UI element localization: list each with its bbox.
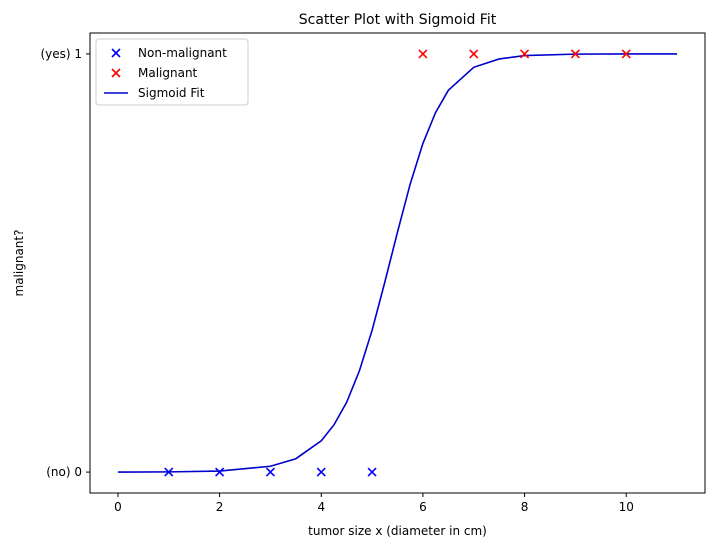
sigmoid-fit-line (117, 53, 678, 473)
x-tick-label-4: 8 (521, 500, 529, 514)
non-malignant-point-3 (316, 467, 326, 477)
x-tick-label-3: 6 (419, 500, 427, 514)
legend: Non-malignant Malignant Sigmoid Fit (95, 38, 249, 106)
legend-marker-non-malignant (111, 48, 121, 58)
non-malignant-point-1 (215, 467, 225, 477)
y-axis-label: malignant? (12, 230, 26, 297)
legend-label-sigmoid-fit: Sigmoid Fit (138, 86, 205, 100)
non-malignant-point-2 (265, 467, 275, 477)
non-malignant-point-4 (367, 467, 377, 477)
legend-label-malignant: Malignant (138, 66, 198, 80)
malignant-point-2 (520, 49, 530, 59)
legend-marker-malignant (111, 68, 121, 78)
legend-box (95, 38, 249, 106)
malignant-point-4 (621, 49, 631, 59)
y-tick-label-1: (yes) 1 (40, 47, 82, 61)
malignant-point-1 (469, 49, 479, 59)
x-tick-label-5: 10 (619, 500, 634, 514)
malignant-point-3 (570, 49, 580, 59)
axes: 0 2 4 6 8 10 (no) 0 (yes) 1 (40, 47, 633, 514)
malignant-point-0 (418, 49, 428, 59)
chart-title: Scatter Plot with Sigmoid Fit (299, 12, 497, 28)
x-tick-label-1: 2 (216, 500, 224, 514)
y-tick-label-0: (no) 0 (46, 465, 82, 479)
plot-area (117, 49, 678, 477)
x-axis-label: tumor size x (diameter in cm) (308, 524, 487, 538)
plot-frame (89, 32, 706, 494)
x-tick-label-2: 4 (317, 500, 325, 514)
x-tick-label-0: 0 (114, 500, 122, 514)
non-malignant-point-0 (164, 467, 174, 477)
legend-label-non-malignant: Non-malignant (138, 46, 227, 60)
